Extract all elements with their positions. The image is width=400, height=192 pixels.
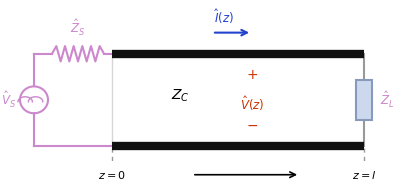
Text: $+$: $+$ [246,68,258,82]
Bar [356,80,372,120]
Text: $\hat{I}(z)$: $\hat{I}(z)$ [214,7,234,26]
Text: $Z_C$: $Z_C$ [171,88,189,104]
Text: $\hat{V}(z)$: $\hat{V}(z)$ [240,94,264,113]
Text: $z = 0$: $z = 0$ [98,169,126,181]
Text: $\hat{Z}_L$: $\hat{Z}_L$ [380,90,394,110]
Text: $z = l$: $z = l$ [352,169,376,181]
Text: $\hat{Z}_S$: $\hat{Z}_S$ [70,17,86,38]
Text: $-$: $-$ [246,118,258,132]
Text: $\hat{V}_S$: $\hat{V}_S$ [1,90,16,110]
